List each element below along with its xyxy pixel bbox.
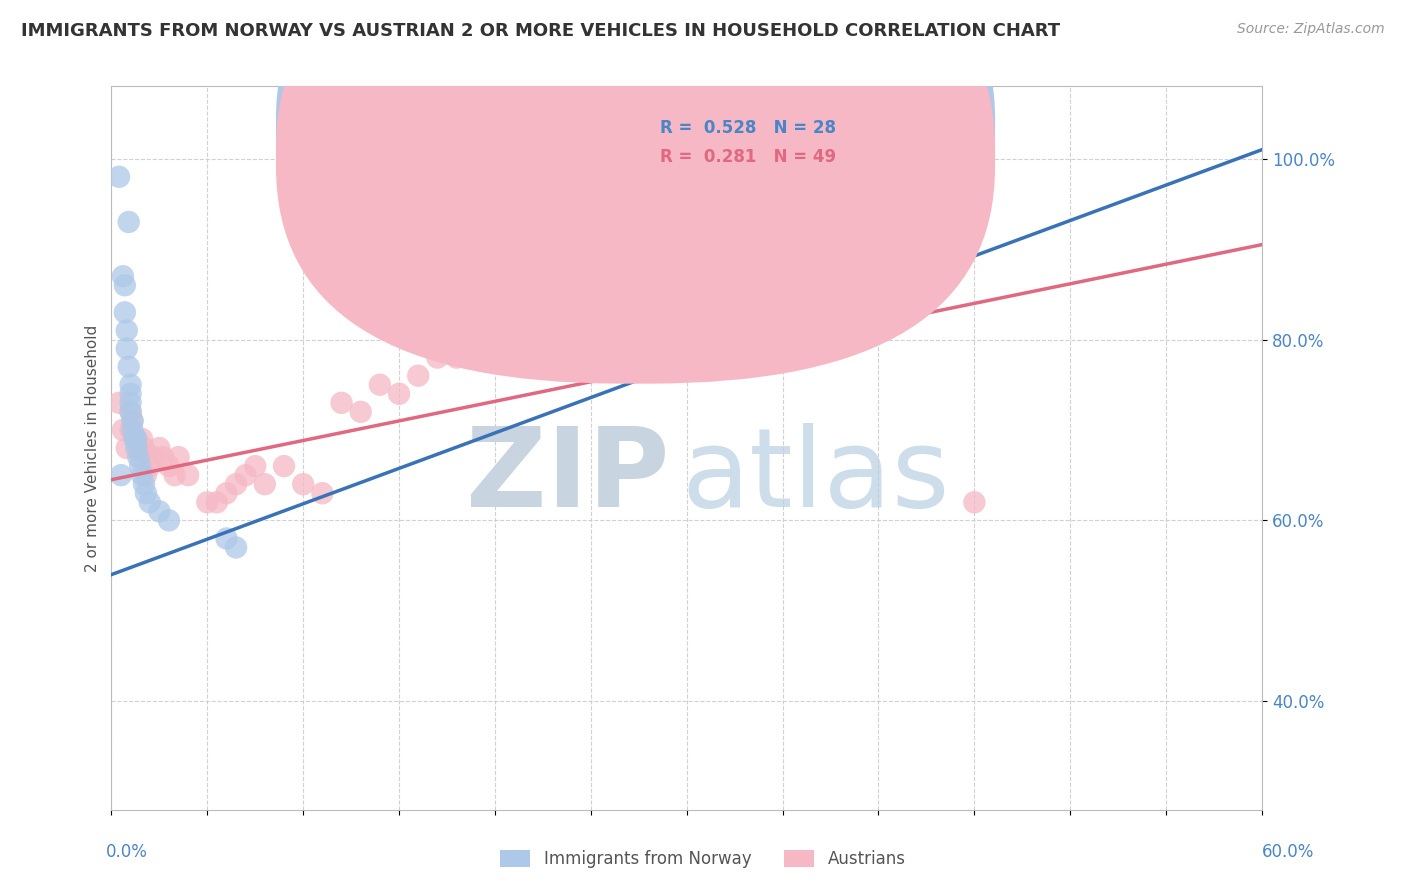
Point	[125, 432, 148, 446]
Point	[121, 414, 143, 428]
Point	[108, 396, 131, 410]
Point	[111, 423, 134, 437]
Point	[120, 405, 142, 419]
Point	[129, 459, 152, 474]
Point	[215, 532, 238, 546]
Point	[115, 342, 138, 356]
Point	[464, 342, 486, 356]
Point	[127, 450, 149, 464]
Text: R =  0.528   N = 28: R = 0.528 N = 28	[661, 120, 837, 137]
Text: 0.0%: 0.0%	[105, 843, 148, 861]
Point	[225, 541, 247, 555]
Point	[135, 486, 157, 500]
Point	[446, 351, 468, 365]
Point	[139, 495, 162, 509]
Y-axis label: 2 or more Vehicles in Household: 2 or more Vehicles in Household	[86, 325, 100, 572]
Text: Source: ZipAtlas.com: Source: ZipAtlas.com	[1237, 22, 1385, 37]
Point	[522, 333, 544, 347]
Point	[120, 396, 142, 410]
Point	[118, 359, 141, 374]
Point	[733, 296, 755, 310]
FancyBboxPatch shape	[276, 0, 995, 355]
Point	[579, 314, 602, 328]
Point	[484, 333, 506, 347]
Point	[205, 495, 228, 509]
Point	[163, 468, 186, 483]
Text: R =  0.281   N = 49: R = 0.281 N = 49	[661, 148, 837, 166]
Point	[772, 278, 794, 293]
Point	[148, 441, 170, 455]
Text: IMMIGRANTS FROM NORWAY VS AUSTRIAN 2 OR MORE VEHICLES IN HOUSEHOLD CORRELATION C: IMMIGRANTS FROM NORWAY VS AUSTRIAN 2 OR …	[21, 22, 1060, 40]
Point	[292, 477, 315, 491]
FancyBboxPatch shape	[276, 0, 995, 384]
Point	[311, 486, 333, 500]
Point	[125, 432, 148, 446]
Point	[406, 368, 429, 383]
Point	[120, 423, 142, 437]
Point	[426, 351, 449, 365]
Legend: Immigrants from Norway, Austrians: Immigrants from Norway, Austrians	[494, 843, 912, 875]
Point	[388, 386, 411, 401]
Point	[503, 324, 526, 338]
Point	[111, 269, 134, 284]
Point	[235, 468, 257, 483]
Point	[157, 513, 180, 527]
Point	[330, 396, 353, 410]
Point	[120, 405, 142, 419]
FancyBboxPatch shape	[600, 103, 922, 184]
Point	[619, 305, 641, 319]
Point	[368, 377, 391, 392]
Point	[108, 169, 131, 184]
Text: 60.0%: 60.0%	[1263, 843, 1315, 861]
Point	[963, 495, 986, 509]
Point	[177, 468, 200, 483]
Point	[121, 414, 143, 428]
Point	[253, 477, 276, 491]
Point	[114, 305, 136, 319]
Text: atlas: atlas	[681, 424, 949, 531]
Point	[142, 450, 165, 464]
Point	[115, 324, 138, 338]
Point	[695, 287, 717, 301]
Point	[124, 432, 146, 446]
Point	[541, 324, 564, 338]
Point	[657, 296, 679, 310]
Point	[121, 423, 143, 437]
Point	[127, 441, 149, 455]
Point	[215, 486, 238, 500]
Point	[132, 441, 155, 455]
Point	[131, 432, 153, 446]
Point	[131, 468, 153, 483]
Point	[118, 215, 141, 229]
Point	[114, 278, 136, 293]
Point	[148, 504, 170, 518]
Point	[245, 459, 267, 474]
Point	[195, 495, 218, 509]
Point	[132, 477, 155, 491]
Text: ZIP: ZIP	[467, 424, 669, 531]
Point	[139, 459, 162, 474]
Point	[350, 405, 373, 419]
Point	[125, 441, 148, 455]
Point	[152, 450, 174, 464]
Point	[167, 450, 190, 464]
Point	[129, 450, 152, 464]
Point	[273, 459, 295, 474]
Point	[115, 441, 138, 455]
Point	[135, 468, 157, 483]
Point	[120, 386, 142, 401]
Point	[225, 477, 247, 491]
Point	[110, 468, 132, 483]
Point	[120, 377, 142, 392]
Point	[157, 459, 180, 474]
